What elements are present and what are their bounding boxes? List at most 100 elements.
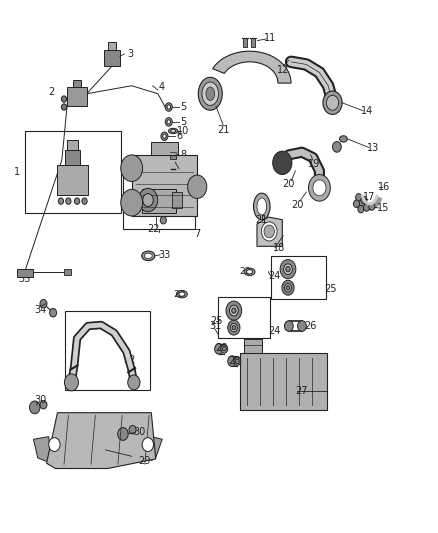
Ellipse shape xyxy=(206,87,215,100)
Text: 5: 5 xyxy=(180,102,186,112)
Circle shape xyxy=(49,438,60,451)
Circle shape xyxy=(364,204,370,211)
Circle shape xyxy=(82,198,87,204)
Circle shape xyxy=(49,309,57,317)
Text: 19: 19 xyxy=(308,159,320,169)
Bar xyxy=(73,80,81,87)
Text: 25: 25 xyxy=(324,284,336,294)
Bar xyxy=(240,353,327,410)
Circle shape xyxy=(297,321,306,332)
Text: 23: 23 xyxy=(240,268,251,276)
Text: 20: 20 xyxy=(283,179,295,189)
Text: 5: 5 xyxy=(180,117,186,127)
Circle shape xyxy=(326,95,339,110)
Text: 15: 15 xyxy=(378,203,390,213)
Text: 26: 26 xyxy=(304,321,317,331)
Circle shape xyxy=(264,225,275,238)
Bar xyxy=(141,189,177,213)
Bar xyxy=(151,142,177,155)
Ellipse shape xyxy=(170,130,176,132)
Circle shape xyxy=(369,203,375,210)
Circle shape xyxy=(228,320,240,335)
Text: 31: 31 xyxy=(209,321,222,331)
Polygon shape xyxy=(212,51,291,83)
Circle shape xyxy=(129,425,136,434)
Polygon shape xyxy=(151,437,162,461)
Circle shape xyxy=(128,375,140,390)
Text: 20: 20 xyxy=(291,200,304,211)
Text: 18: 18 xyxy=(273,243,286,253)
Circle shape xyxy=(230,305,238,316)
Text: 3: 3 xyxy=(127,49,134,59)
Circle shape xyxy=(286,266,290,272)
Text: 24: 24 xyxy=(268,271,281,281)
Ellipse shape xyxy=(339,136,347,142)
Circle shape xyxy=(121,155,143,181)
Circle shape xyxy=(228,356,237,367)
Circle shape xyxy=(221,345,228,353)
Bar xyxy=(25,131,121,213)
Text: 23: 23 xyxy=(173,289,184,298)
Text: 1: 1 xyxy=(14,167,20,177)
Circle shape xyxy=(161,132,168,141)
Circle shape xyxy=(138,188,158,212)
Text: 27: 27 xyxy=(295,386,307,397)
Circle shape xyxy=(58,198,64,204)
Circle shape xyxy=(226,301,242,320)
Text: 28: 28 xyxy=(228,356,240,366)
Ellipse shape xyxy=(247,270,253,274)
Text: 32: 32 xyxy=(124,354,136,365)
Polygon shape xyxy=(257,217,283,246)
Circle shape xyxy=(261,222,277,241)
Bar xyxy=(67,140,78,150)
Bar xyxy=(272,256,326,300)
Bar xyxy=(243,38,247,47)
Text: 30: 30 xyxy=(34,395,46,406)
Text: 14: 14 xyxy=(361,106,374,116)
Circle shape xyxy=(282,280,294,295)
Bar xyxy=(132,155,197,216)
Circle shape xyxy=(356,193,362,201)
Text: 30: 30 xyxy=(134,427,146,438)
Circle shape xyxy=(232,326,236,330)
Bar xyxy=(251,38,255,47)
Circle shape xyxy=(285,284,291,292)
Circle shape xyxy=(284,264,292,274)
Circle shape xyxy=(286,286,290,290)
Circle shape xyxy=(162,134,166,139)
Polygon shape xyxy=(33,437,51,463)
Circle shape xyxy=(61,104,67,110)
Text: 6: 6 xyxy=(177,131,183,141)
Circle shape xyxy=(167,120,170,124)
Circle shape xyxy=(118,427,128,440)
Bar xyxy=(172,192,182,208)
Circle shape xyxy=(280,260,296,279)
Text: 33: 33 xyxy=(158,250,170,260)
Ellipse shape xyxy=(145,253,152,259)
Circle shape xyxy=(29,401,40,414)
Text: 2: 2 xyxy=(49,87,55,97)
Text: 11: 11 xyxy=(265,33,277,43)
Circle shape xyxy=(358,205,364,213)
Polygon shape xyxy=(46,413,155,469)
Ellipse shape xyxy=(198,77,222,110)
Circle shape xyxy=(323,91,342,115)
Circle shape xyxy=(40,300,47,308)
Ellipse shape xyxy=(244,268,255,276)
Ellipse shape xyxy=(142,251,155,261)
Circle shape xyxy=(187,175,207,198)
Ellipse shape xyxy=(254,193,270,220)
Text: 21: 21 xyxy=(217,125,230,135)
Ellipse shape xyxy=(179,292,185,296)
Circle shape xyxy=(215,344,223,354)
Bar xyxy=(218,297,270,338)
Circle shape xyxy=(40,400,47,409)
Bar xyxy=(170,152,176,159)
Bar xyxy=(65,311,150,390)
Circle shape xyxy=(353,200,360,207)
Text: 22: 22 xyxy=(147,224,160,235)
Circle shape xyxy=(285,321,293,332)
Text: 8: 8 xyxy=(180,150,186,160)
Text: 4: 4 xyxy=(158,82,164,92)
Circle shape xyxy=(61,96,67,102)
